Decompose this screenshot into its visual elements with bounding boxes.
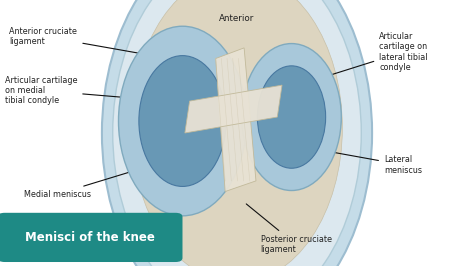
Polygon shape bbox=[185, 85, 282, 133]
Text: Articular
cartilage on
lateral tibial
condyle: Articular cartilage on lateral tibial co… bbox=[318, 32, 428, 79]
FancyBboxPatch shape bbox=[0, 213, 182, 262]
Text: Anterior cruciate
ligament: Anterior cruciate ligament bbox=[9, 27, 196, 63]
Text: Anterior: Anterior bbox=[219, 14, 255, 23]
Ellipse shape bbox=[242, 44, 341, 190]
Ellipse shape bbox=[132, 0, 342, 266]
Ellipse shape bbox=[118, 26, 246, 216]
Text: Menisci of the knee: Menisci of the knee bbox=[25, 231, 155, 244]
Text: Articular cartilage
on medial
tibial condyle: Articular cartilage on medial tibial con… bbox=[5, 76, 165, 105]
Polygon shape bbox=[216, 48, 256, 192]
Text: Medial meniscus: Medial meniscus bbox=[24, 160, 168, 199]
Ellipse shape bbox=[139, 56, 226, 186]
Ellipse shape bbox=[102, 0, 372, 266]
Polygon shape bbox=[242, 67, 341, 167]
Text: Posterior cruciate
ligament: Posterior cruciate ligament bbox=[246, 204, 332, 254]
Ellipse shape bbox=[257, 66, 326, 168]
Polygon shape bbox=[118, 57, 244, 185]
Ellipse shape bbox=[113, 0, 361, 266]
Text: Lateral
meniscus: Lateral meniscus bbox=[332, 152, 422, 174]
